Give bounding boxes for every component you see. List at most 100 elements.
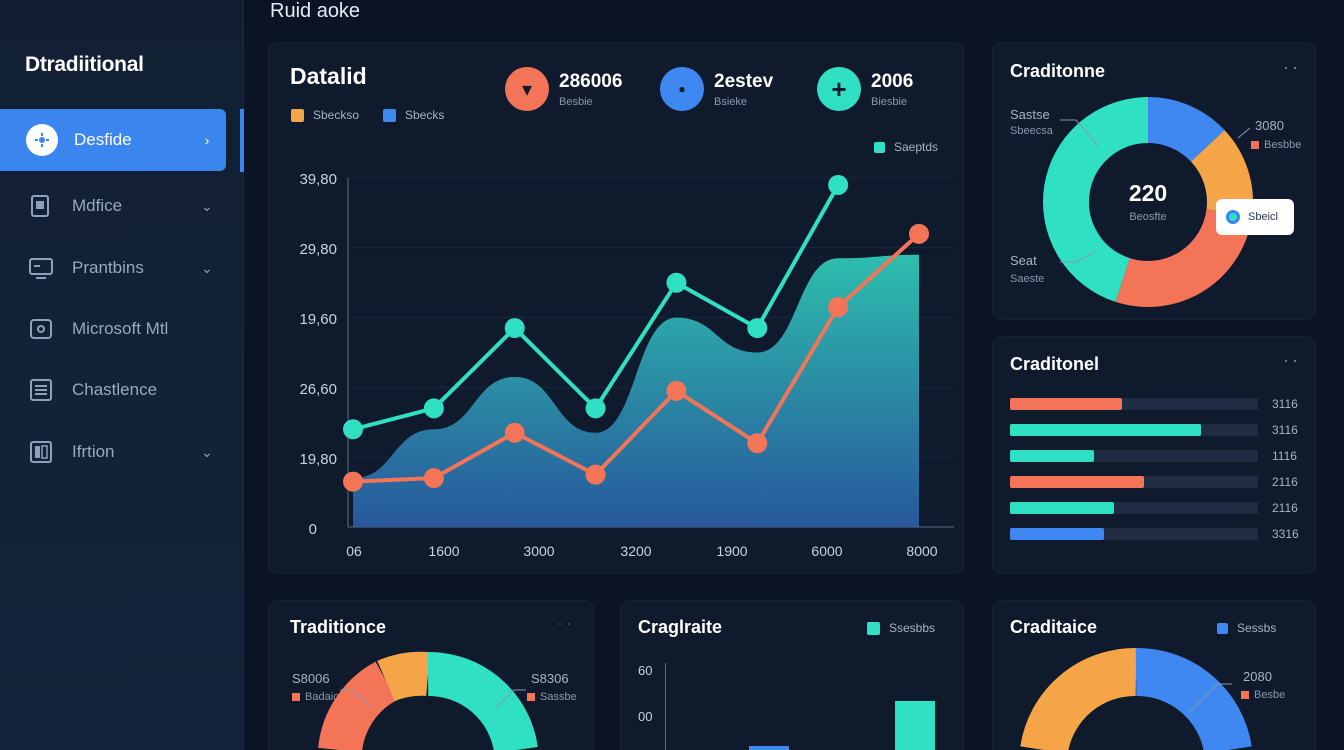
donut-slice bbox=[427, 651, 538, 750]
donut-label: Sastse bbox=[1010, 107, 1050, 122]
legend-swatch bbox=[383, 108, 396, 122]
bar-value-label: 3116 bbox=[1272, 397, 1298, 411]
sidebar-item-ifrtion[interactable]: Ifrtion ⌄ bbox=[0, 421, 226, 483]
sidebar-item-chastlence[interactable]: Chastlence bbox=[0, 359, 226, 421]
legend-swatch bbox=[527, 693, 535, 701]
donut-label: 2080 bbox=[1243, 669, 1272, 684]
donut-sublabel-row: Sassbe bbox=[527, 691, 577, 703]
area-series bbox=[353, 254, 919, 527]
panel-title: Traditionce bbox=[290, 617, 387, 637]
sidebar-item-label: Mdfice bbox=[72, 196, 123, 215]
bar-track bbox=[1010, 476, 1258, 488]
bar-value-label: 3316 bbox=[1272, 527, 1299, 541]
leader-line bbox=[1060, 119, 1099, 147]
bottom-bar-panel: Craglraite Ssesbbs 60 00 bbox=[620, 600, 964, 750]
donut-sublabel: Besbbe bbox=[1264, 139, 1302, 151]
sidebar-item-label: Ifrtion bbox=[72, 442, 115, 461]
sidebar-item-label: Microsoft Mtl bbox=[72, 319, 169, 338]
donut-sublabel: Saeste bbox=[1010, 273, 1045, 285]
x-tick-label: 3000 bbox=[523, 543, 555, 559]
y-tick-label: 0 bbox=[308, 521, 317, 538]
sidebar-item-label: Prantbins bbox=[72, 258, 144, 277]
bar-value-label: 1116 bbox=[1272, 449, 1297, 463]
bar-fill bbox=[1010, 502, 1115, 514]
legend-label: Sbeckso bbox=[313, 108, 360, 122]
chevron-down-icon: ⌄ bbox=[201, 259, 213, 276]
bar-track bbox=[1010, 398, 1258, 410]
bar-track bbox=[1010, 424, 1258, 436]
data-point bbox=[828, 297, 849, 318]
bar-fill bbox=[1010, 476, 1144, 488]
monitor-icon bbox=[26, 253, 56, 283]
y-tick-label: 00 bbox=[638, 709, 653, 724]
donut-label: S8006 bbox=[292, 671, 330, 686]
bar-fill bbox=[1010, 528, 1105, 540]
stat-value: 2006 bbox=[871, 70, 914, 92]
bar-track bbox=[1010, 502, 1258, 514]
stat-label: Bsieke bbox=[714, 95, 748, 108]
chevron-right-icon: › bbox=[204, 132, 210, 148]
leader-line bbox=[1237, 127, 1251, 139]
grid-icon bbox=[26, 437, 56, 467]
legend-swatch bbox=[867, 621, 880, 635]
legend-swatch bbox=[1241, 691, 1249, 699]
series-legend: Saeptds bbox=[874, 140, 938, 154]
plus-icon: + bbox=[817, 67, 861, 111]
bar-fill bbox=[1010, 398, 1122, 410]
data-point bbox=[504, 318, 525, 339]
sidebar-item-microsoft[interactable]: Microsoft Mtl bbox=[0, 298, 226, 360]
tooltip-dot-icon bbox=[1226, 210, 1240, 224]
stat-value: 2estev bbox=[714, 70, 774, 92]
stat-label: Biesbie bbox=[871, 95, 908, 108]
legend-swatch bbox=[874, 141, 885, 153]
active-indicator bbox=[240, 109, 244, 172]
more-options-icon[interactable]: ·· bbox=[1283, 350, 1301, 370]
donut-tooltip: Sbeicl bbox=[1216, 199, 1294, 235]
sidebar-item-desfide[interactable]: Desfide › bbox=[0, 109, 226, 171]
y-tick-label: 19,80 bbox=[299, 451, 337, 468]
sidebar-item-prantbins[interactable]: Prantbins ⌄ bbox=[0, 237, 226, 299]
donut-sublabel-row: Besbe bbox=[1241, 689, 1285, 701]
x-tick-label: 06 bbox=[346, 543, 362, 559]
stat-value: 286006 bbox=[559, 70, 623, 92]
more-options-icon[interactable]: ·· bbox=[557, 613, 575, 633]
donut-label: Seat bbox=[1010, 253, 1037, 268]
donut-sublabel: Badaio bbox=[305, 691, 340, 703]
data-point bbox=[666, 272, 687, 293]
data-point bbox=[828, 174, 849, 195]
more-options-icon[interactable]: ·· bbox=[1283, 57, 1301, 77]
stat-label: Besbie bbox=[559, 95, 593, 108]
donut-sublabel-row: Badaio bbox=[292, 691, 339, 703]
stat-card[interactable]: ● 2estev Bsieke bbox=[660, 67, 773, 111]
data-point bbox=[343, 419, 363, 440]
donut-slice bbox=[377, 651, 430, 702]
legend-item: Sbeckso bbox=[291, 108, 359, 122]
bar bbox=[749, 746, 789, 750]
bar bbox=[895, 701, 935, 750]
y-tick-label: 29,80 bbox=[299, 241, 337, 258]
donut-sublabel-row: Besbbe bbox=[1251, 139, 1301, 151]
panel-title: Craglraite bbox=[638, 617, 723, 637]
leader-line bbox=[340, 689, 373, 709]
y-tick-label: 60 bbox=[638, 663, 653, 678]
y-tick-label: 26,60 bbox=[299, 381, 337, 398]
series-line bbox=[352, 232, 921, 484]
legend-swatch bbox=[1217, 622, 1228, 634]
data-point bbox=[585, 398, 606, 419]
leader-line bbox=[1189, 683, 1232, 713]
legend-item: Sessbs bbox=[1217, 621, 1276, 635]
data-point bbox=[423, 468, 444, 489]
tooltip-text: Sbeicl bbox=[1248, 211, 1278, 223]
list-icon bbox=[26, 375, 56, 405]
y-axis-line bbox=[665, 663, 666, 750]
legend-label: Sessbs bbox=[1237, 621, 1277, 635]
stat-card[interactable]: + 2006 Biesbie bbox=[817, 67, 913, 111]
bar-value-label: 2116 bbox=[1272, 475, 1298, 489]
donut-sublabel: Sbeecsa bbox=[1010, 125, 1053, 137]
data-point bbox=[747, 433, 768, 454]
stat-card[interactable]: ▾ 286006 Besbie bbox=[505, 67, 622, 111]
donut-panel-title: Craditonne bbox=[1010, 61, 1106, 81]
y-tick-label: 39,80 bbox=[299, 171, 337, 188]
sidebar-item-mdfice[interactable]: Mdfice ⌄ bbox=[0, 175, 226, 237]
